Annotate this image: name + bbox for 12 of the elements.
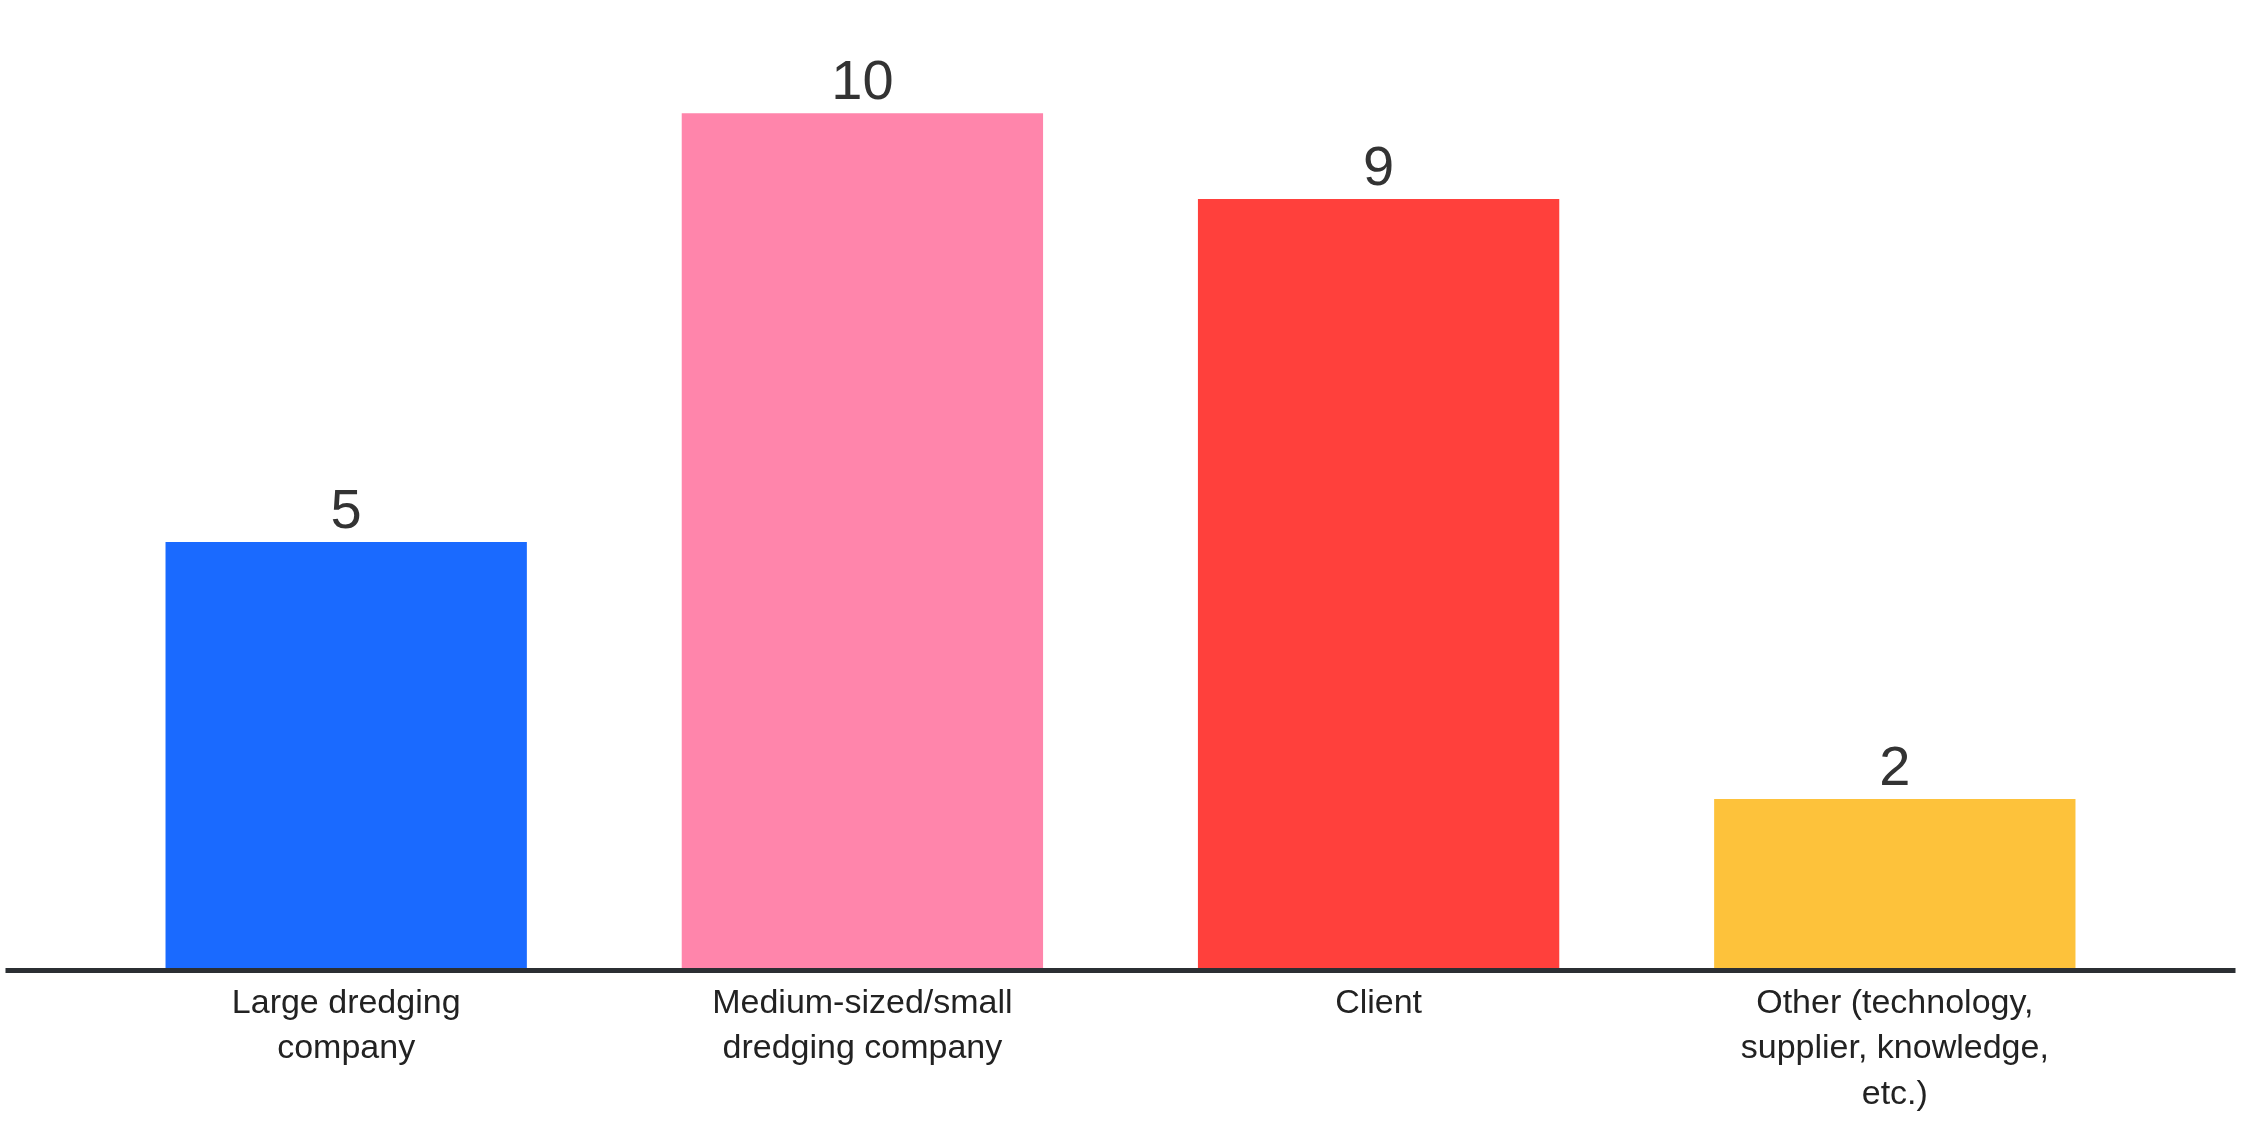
bar	[165, 541, 527, 971]
data-label: 9	[1363, 134, 1395, 198]
bar	[681, 113, 1044, 971]
bar	[1197, 199, 1560, 971]
bar	[1714, 799, 2076, 971]
x-tick-label: Client	[1335, 981, 1423, 1020]
x-tick-label: Other (technology, supplier, knowledge, etc.)	[1740, 981, 2049, 1111]
data-label: 10	[831, 48, 894, 112]
x-tick-label: Large dredging company	[231, 981, 461, 1066]
x-tick-label: Medium-sized/small dredging company	[712, 981, 1013, 1066]
data-label: 2	[1879, 734, 1911, 798]
data-label: 5	[330, 476, 362, 540]
